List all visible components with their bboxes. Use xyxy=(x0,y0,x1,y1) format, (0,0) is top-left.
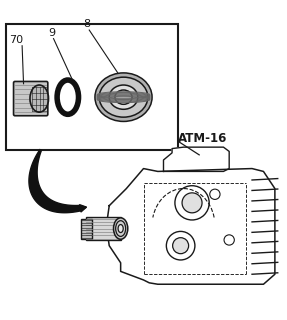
Polygon shape xyxy=(106,169,275,284)
Ellipse shape xyxy=(115,90,132,104)
Circle shape xyxy=(182,193,202,213)
Text: ATM-16: ATM-16 xyxy=(178,132,227,145)
Circle shape xyxy=(224,235,234,245)
Circle shape xyxy=(210,189,220,199)
Ellipse shape xyxy=(114,218,128,239)
Ellipse shape xyxy=(116,221,126,236)
Circle shape xyxy=(166,231,195,260)
FancyBboxPatch shape xyxy=(13,82,48,116)
Text: 70: 70 xyxy=(9,35,24,45)
Text: 8: 8 xyxy=(83,19,90,28)
Bar xyxy=(86,217,121,240)
Ellipse shape xyxy=(30,85,49,112)
Polygon shape xyxy=(79,204,86,212)
Ellipse shape xyxy=(99,77,148,117)
Ellipse shape xyxy=(118,225,123,233)
Ellipse shape xyxy=(57,80,79,114)
Bar xyxy=(6,24,178,150)
Circle shape xyxy=(173,238,189,254)
Circle shape xyxy=(175,186,209,220)
Text: 9: 9 xyxy=(48,28,55,38)
Bar xyxy=(81,219,92,238)
Polygon shape xyxy=(164,147,229,172)
Ellipse shape xyxy=(95,73,152,122)
Polygon shape xyxy=(29,150,86,213)
Ellipse shape xyxy=(109,85,138,109)
